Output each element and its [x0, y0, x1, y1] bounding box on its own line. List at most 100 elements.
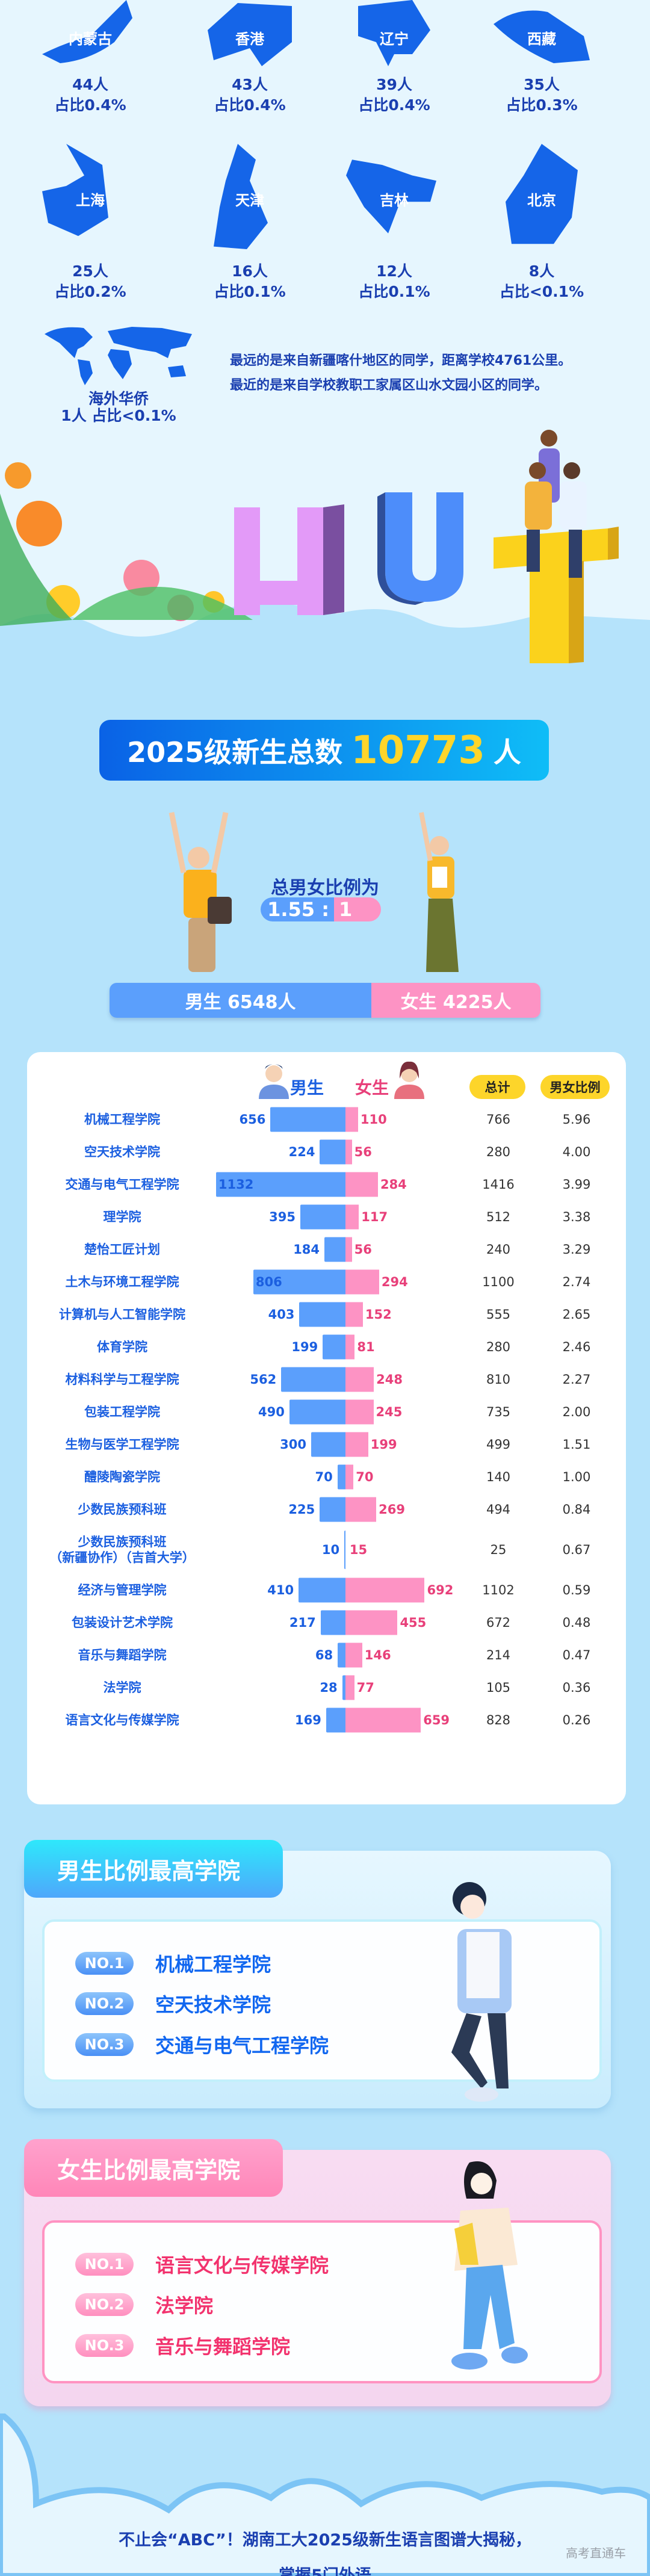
ratio-label: 总男女比例为 — [271, 878, 379, 899]
world-map-icon — [42, 322, 196, 388]
female-count: 女生 4225人 — [400, 992, 512, 1013]
ratio-female: 1 — [339, 898, 353, 921]
table-row: 经济与管理学院 410 692 1102 0.59 — [27, 1574, 626, 1606]
total-value: 735 — [486, 1405, 511, 1419]
male-bar — [320, 1497, 345, 1522]
male-bar — [320, 1610, 345, 1635]
ratio-header: 男女比例 — [540, 1075, 610, 1099]
table-row: 音乐与舞蹈学院 68 146 214 0.47 — [27, 1639, 626, 1671]
total-value: 280 — [486, 1340, 511, 1354]
rank-badge: NO.3 — [75, 2334, 134, 2357]
female-value: 152 — [365, 1307, 392, 1322]
male-value: 224 — [288, 1145, 315, 1159]
total-value: 555 — [486, 1307, 511, 1322]
ratio-value: 0.36 — [562, 1680, 591, 1695]
table-row: 少数民族预科班 （新疆协作）（吉首大学） 10 15 25 0.67 — [27, 1526, 626, 1574]
college-name: 经济与管理学院 — [78, 1583, 167, 1597]
ratio-value: 1.00 — [562, 1470, 591, 1484]
table-row: 机械工程学院 656 110 766 5.96 — [27, 1103, 626, 1136]
female-value: 294 — [381, 1275, 408, 1289]
region-name: 内蒙古 — [69, 31, 112, 48]
region-shape-icon — [506, 144, 578, 244]
total-value: 140 — [486, 1470, 511, 1484]
rank-badge: NO.2 — [75, 1992, 134, 2015]
ratio-value: 2.65 — [562, 1307, 591, 1322]
female-value: 56 — [354, 1242, 372, 1257]
male-bar — [253, 1269, 345, 1295]
ratio-value: 1.51 — [562, 1437, 591, 1452]
header-avatars — [259, 1061, 424, 1099]
male-bar — [289, 1399, 345, 1425]
female-value: 199 — [370, 1437, 397, 1452]
table-row: 醴陵陶瓷学院 70 70 140 1.00 — [27, 1461, 626, 1493]
ratio-male: 1.55 — [267, 898, 315, 921]
male-bar — [299, 1577, 345, 1603]
female-header: 女生 — [355, 1078, 389, 1098]
female-bar — [345, 1237, 352, 1262]
rank-college: 空天技术学院 — [155, 1993, 271, 2016]
male-bar — [324, 1237, 345, 1262]
college-name: 交通与电气工程学院 — [65, 1177, 179, 1192]
rank-college: 语言文化与传媒学院 — [155, 2254, 329, 2277]
female-value: 284 — [380, 1177, 407, 1192]
male-value: 410 — [267, 1583, 294, 1597]
female-bar — [345, 1334, 355, 1360]
ratio-pill: 1.55 : 1 — [261, 897, 381, 921]
male-bar — [326, 1708, 345, 1733]
female-value: 455 — [400, 1615, 427, 1630]
region-count: 35人 — [524, 76, 560, 93]
ratio-value: 0.48 — [562, 1615, 591, 1630]
female-bar — [345, 1610, 398, 1635]
college-name: 法学院 — [103, 1680, 141, 1695]
region-name: 辽宁 — [380, 31, 409, 48]
male-top-title: 男生比例最高学院 — [24, 1840, 283, 1898]
female-value: 692 — [427, 1583, 454, 1597]
region-name: 西藏 — [527, 31, 556, 48]
rank-badge: NO.1 — [75, 2253, 134, 2276]
male-value: 68 — [315, 1648, 333, 1662]
female-value: 245 — [376, 1405, 403, 1419]
male-value: 28 — [320, 1680, 338, 1695]
male-value: 806 — [255, 1275, 282, 1289]
male-value: 184 — [293, 1242, 320, 1257]
male-value: 656 — [239, 1112, 266, 1127]
female-value: 81 — [357, 1340, 375, 1354]
region-count: 16人 — [232, 262, 268, 280]
rank-college: 交通与电气工程学院 — [155, 2034, 329, 2057]
table-row: 包装工程学院 490 245 735 2.00 — [27, 1396, 626, 1428]
region-share: 占比<0.1% — [499, 283, 584, 300]
region-map-0: 内蒙古 44人 占比0.4% — [30, 0, 150, 116]
total-value: 672 — [486, 1615, 511, 1630]
male-value: 217 — [289, 1615, 316, 1630]
college-name: 少数民族预科班 — [78, 1502, 167, 1517]
college-name: 计算机与人工智能学院 — [59, 1307, 185, 1322]
male-value: 1132 — [218, 1177, 254, 1192]
table-row: 土木与环境工程学院 806 294 1100 2.74 — [27, 1266, 626, 1298]
female-avatar-icon — [394, 1061, 424, 1099]
female-value: 146 — [364, 1648, 391, 1662]
table-row: 交通与电气工程学院 1132 284 1416 3.99 — [27, 1168, 626, 1201]
region-map-5: 天津 16人 占比0.1% — [190, 144, 310, 302]
region-map-4: 上海 25人 占比0.2% — [30, 144, 150, 302]
female-bar — [345, 1172, 378, 1197]
male-bar — [299, 1302, 345, 1327]
total-value: 766 — [486, 1112, 511, 1127]
rank-college: 法学院 — [155, 2294, 214, 2317]
male-bar — [342, 1675, 345, 1700]
rank-badge: NO.2 — [75, 2293, 134, 2316]
region-name: 北京 — [527, 191, 556, 209]
rank-badge: NO.1 — [75, 1952, 134, 1975]
female-value: 56 — [354, 1145, 372, 1159]
college-name: 理学院 — [103, 1210, 141, 1224]
male-bar — [338, 1643, 345, 1668]
male-value: 169 — [295, 1713, 321, 1727]
region-name: 香港 — [235, 31, 264, 48]
footer-line-2: 掌握5门外语 — [279, 2566, 371, 2576]
region-share: 占比0.4% — [54, 96, 126, 114]
female-bar — [345, 1464, 354, 1490]
girl-illustration — [419, 812, 459, 972]
region-map-3: 西藏 35人 占比0.3% — [481, 0, 602, 116]
female-bar — [345, 1675, 354, 1700]
hut-illustration: H — [0, 430, 650, 698]
overseas-stat: 1人 占比<0.1% — [61, 407, 176, 424]
